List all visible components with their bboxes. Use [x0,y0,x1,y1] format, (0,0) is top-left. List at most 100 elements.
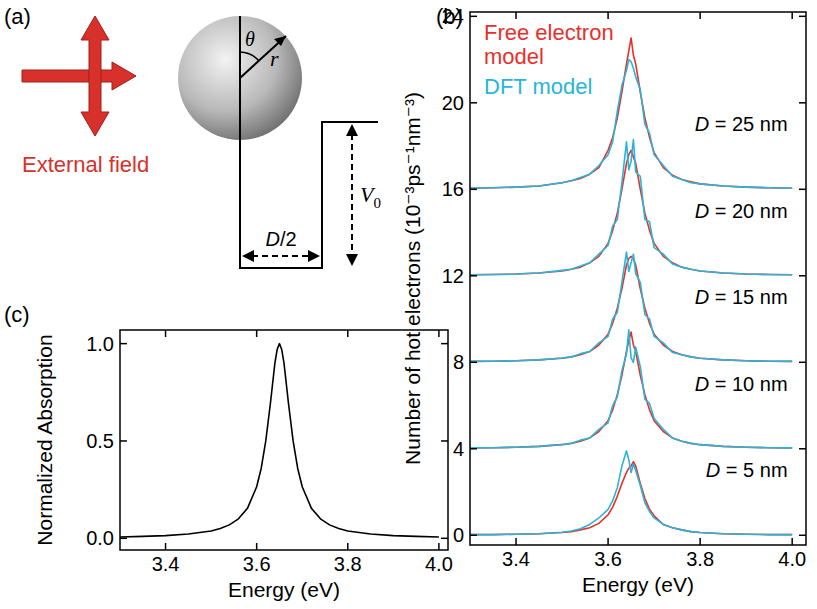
panel-label: (a) [4,4,31,29]
field-arrow [81,16,109,136]
y-tick [799,448,806,450]
italic-letter: D [265,228,279,250]
x-tick-label: 4.0 [425,553,453,575]
panel: (c)3.43.63.84.00.00.51.0Energy (eV)Norma… [4,302,453,601]
series-line [120,344,439,537]
x-tick [165,543,167,550]
y-tick [799,535,806,537]
legend-line: Free electron [484,20,614,45]
text-rest: = 5 nm [720,459,787,481]
x-tick-label: 3.8 [334,553,362,575]
annotation: D = 15 nm [695,286,788,308]
series-line [470,256,792,361]
text-rest: = 10 nm [709,373,787,395]
annotation: D = 25 nm [695,113,788,135]
y-tick-label: 24 [442,5,464,27]
width-label: D/2 [265,228,296,250]
y-tick [441,343,448,345]
italic-letter: D [695,200,709,222]
plot-frame [120,330,448,550]
depth-arrow [351,134,353,256]
series-group [120,344,439,537]
series-line [470,140,792,275]
legend-entry: Free electronmodel [484,20,614,69]
y-tick-label: 16 [442,178,464,200]
y-tick [470,362,477,364]
x-tick-label: 3.8 [686,548,714,570]
text-rest: = 15 nm [709,286,787,308]
x-tick [256,330,258,337]
y-tick [120,343,127,345]
text-rest: /2 [280,228,297,250]
annotation: D = 5 nm [706,459,788,481]
annotation: D = 10 nm [695,373,788,395]
x-tick [515,538,517,545]
legend-line: model [484,44,544,69]
y-tick-label: 0.5 [86,430,114,452]
series-line [470,60,792,189]
italic-letter: D [695,113,709,135]
y-tick [799,189,806,191]
y-tick-label: 12 [442,265,464,287]
text-rest: = 25 nm [709,113,787,135]
series-line [470,451,792,535]
series-line [470,38,792,188]
y-axis-title: Normalized Absorption [33,334,56,545]
figure: (a)External fieldθrV0D/2(b)3.43.63.84.00… [0,0,817,609]
x-tick [438,543,440,550]
x-tick [256,543,258,550]
italic-letter: D [695,286,709,308]
x-tick [438,330,440,337]
x-tick-label: 3.4 [502,548,530,570]
y-tick-label: 0.0 [86,527,114,549]
x-tick [791,12,793,19]
y-tick [799,275,806,277]
width-arrow [252,255,310,257]
y-tick [799,362,806,364]
x-axis-title: Energy (eV) [582,573,694,596]
y-tick-label: 20 [442,92,464,114]
series-line [470,252,792,361]
x-tick [515,12,517,19]
panel: (b)3.43.63.84.004812162024Energy (eV)Num… [401,4,806,596]
arrow-head [346,254,358,266]
x-tick [791,538,793,545]
y-tick [470,102,477,104]
arrow-head [346,124,358,136]
y-tick [441,440,448,442]
angle-label: θ [245,28,255,50]
x-tick [699,12,701,19]
arrow-head [274,36,286,46]
x-tick [165,330,167,337]
radius-label: r [270,46,279,71]
legend-line: DFT model [484,74,592,99]
x-tick [607,538,609,545]
x-tick [699,538,701,545]
legend-entry: DFT model [484,74,592,99]
depth-label: V0 [360,182,381,211]
field-label: External field [22,152,149,177]
y-tick [470,448,477,450]
y-tick [799,16,806,18]
arrow-head [308,250,320,262]
italic-letter: D [706,459,720,481]
y-tick [470,16,477,18]
y-tick [120,538,127,540]
x-tick-label: 3.6 [243,553,271,575]
annotation: D = 20 nm [695,200,788,222]
x-axis-title: Energy (eV) [228,578,340,601]
y-tick [799,102,806,104]
text-rest: = 20 nm [709,200,787,222]
plot-frame [470,12,806,545]
arrow-head [242,250,254,262]
subscript: 0 [373,195,381,211]
y-tick [470,535,477,537]
x-tick [347,543,349,550]
x-tick [347,330,349,337]
x-tick [607,12,609,19]
y-tick-label: 0 [453,524,464,546]
x-tick-label: 4.0 [778,548,806,570]
y-tick-label: 4 [453,438,464,460]
potential-well [240,16,378,268]
angle-arc [240,52,259,61]
